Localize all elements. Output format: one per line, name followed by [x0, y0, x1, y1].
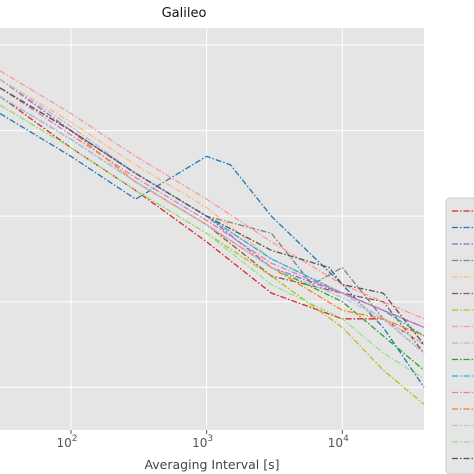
series-line — [0, 87, 425, 337]
series-line — [0, 104, 425, 380]
series-layer — [0, 70, 425, 405]
chart-title: Galileo — [162, 6, 207, 21]
x-tick-exponent: 2 — [72, 434, 78, 444]
x-axis-label: Averaging Interval [s] — [144, 457, 279, 472]
x-axis-ticks: 102 103 104 — [56, 430, 349, 450]
series-line — [0, 87, 425, 328]
x-tick-label: 103 — [192, 434, 213, 450]
x-tick-label: 102 — [56, 434, 77, 450]
series-line — [0, 112, 425, 388]
legend-box — [445, 197, 474, 474]
series-line — [0, 87, 425, 345]
legend — [445, 197, 474, 474]
series-line — [0, 70, 425, 320]
x-tick-exponent: 4 — [343, 434, 349, 444]
grid — [0, 28, 424, 430]
series-line — [0, 95, 425, 346]
x-tick-exponent: 3 — [207, 434, 213, 444]
x-tick-label: 104 — [328, 434, 349, 450]
